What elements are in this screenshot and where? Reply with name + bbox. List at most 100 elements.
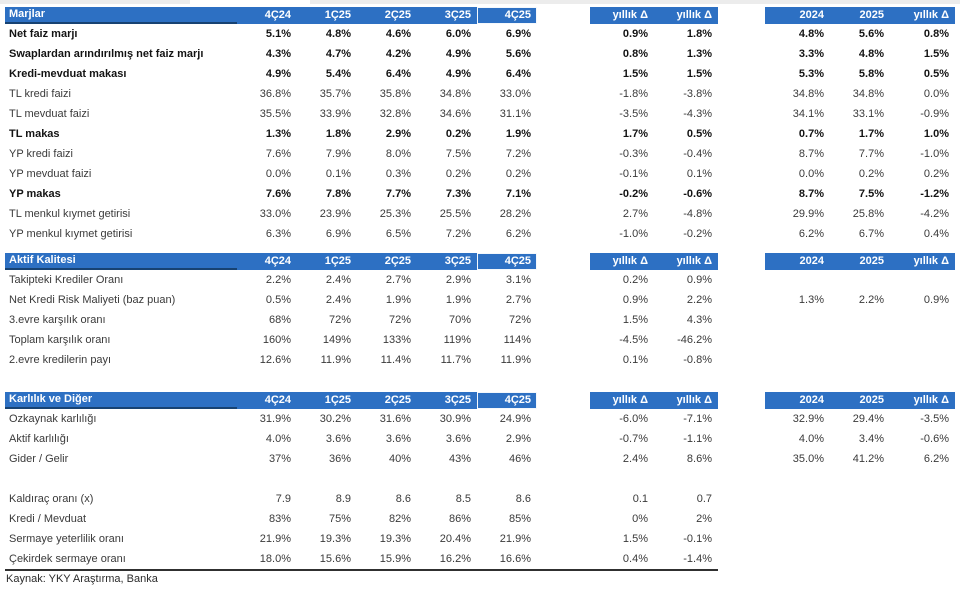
cell-year-value[interactable]: 35.0%: [792, 452, 824, 465]
cell-quarter-value[interactable]: 7.2%: [505, 147, 531, 160]
column-header-quarter[interactable]: 4Ç25: [477, 392, 537, 409]
cell-quarter-value[interactable]: 34.6%: [439, 107, 471, 120]
row-label[interactable]: Net faiz marjı: [9, 28, 78, 40]
cell-yearly-delta-value[interactable]: 0%: [632, 512, 648, 525]
column-header-quarter[interactable]: 1Ç25: [297, 392, 357, 409]
cell-yearly-delta-value[interactable]: 4.3%: [686, 313, 712, 326]
cell-year-value[interactable]: 0.9%: [923, 293, 949, 306]
cell-quarter-value[interactable]: 37%: [268, 452, 291, 465]
cell-quarter-value[interactable]: 5.6%: [505, 47, 531, 60]
cell-quarter-value[interactable]: 133%: [382, 333, 411, 346]
cell-quarter-value[interactable]: 24.9%: [499, 412, 531, 425]
cell-year-value[interactable]: 7.5%: [858, 187, 884, 200]
cell-year-value[interactable]: 4.8%: [798, 27, 824, 40]
column-header-year[interactable]: 2025: [830, 253, 890, 270]
row-label[interactable]: TL makas: [9, 128, 60, 140]
cell-quarter-value[interactable]: 1.3%: [265, 127, 291, 140]
cell-yearly-delta-value[interactable]: -4.8%: [683, 207, 712, 220]
cell-quarter-value[interactable]: 18.0%: [259, 552, 291, 565]
cell-year-value[interactable]: 32.9%: [792, 412, 824, 425]
cell-year-value[interactable]: -4.2%: [920, 207, 949, 220]
cell-year-value[interactable]: 6.7%: [858, 227, 884, 240]
cell-quarter-value[interactable]: 7.1%: [505, 187, 531, 200]
column-header-quarter[interactable]: 2Ç25: [357, 392, 417, 409]
column-header-yearly-delta[interactable]: yıllık Δ: [590, 392, 654, 409]
cell-yearly-delta-value[interactable]: -0.6%: [683, 187, 712, 200]
cell-quarter-value[interactable]: 6.9%: [325, 227, 351, 240]
cell-yearly-delta-value[interactable]: 0.5%: [686, 127, 712, 140]
cell-quarter-value[interactable]: 11.4%: [380, 353, 411, 366]
cell-quarter-value[interactable]: 5.1%: [265, 27, 291, 40]
row-label[interactable]: Kredi / Mevduat: [9, 513, 87, 525]
cell-year-value[interactable]: -0.6%: [920, 432, 949, 445]
section-title[interactable]: Karlılık ve Diğer: [5, 392, 237, 409]
cell-yearly-delta-value[interactable]: 1.3%: [686, 47, 712, 60]
cell-quarter-value[interactable]: 72%: [508, 313, 531, 326]
cell-quarter-value[interactable]: 43%: [448, 452, 471, 465]
cell-quarter-value[interactable]: 8.5: [455, 492, 471, 505]
row-label[interactable]: 2.evre kredilerin payı: [9, 354, 112, 366]
column-header-quarter[interactable]: 4Ç25: [477, 253, 537, 270]
cell-quarter-value[interactable]: 0.5%: [265, 293, 291, 306]
row-label[interactable]: YP kredi faizi: [9, 148, 73, 160]
cell-quarter-value[interactable]: 35.8%: [379, 87, 411, 100]
cell-quarter-value[interactable]: 2.9%: [385, 127, 411, 140]
column-header-yearly-delta[interactable]: yıllık Δ: [590, 7, 654, 24]
cell-year-value[interactable]: 0.4%: [923, 227, 949, 240]
cell-yearly-delta-value[interactable]: 0.9%: [622, 27, 648, 40]
cell-quarter-value[interactable]: 6.3%: [265, 227, 291, 240]
row-label[interactable]: Aktif karlılığı: [9, 433, 69, 445]
column-header-year[interactable]: yıllık Δ: [890, 253, 955, 270]
cell-year-value[interactable]: 1.7%: [858, 127, 884, 140]
cell-year-value[interactable]: 2.2%: [858, 293, 884, 306]
cell-quarter-value[interactable]: 2.4%: [325, 273, 351, 286]
row-label[interactable]: YP makas: [9, 188, 61, 200]
cell-quarter-value[interactable]: 19.3%: [379, 532, 411, 545]
row-label[interactable]: 3.evre karşılık oranı: [9, 314, 106, 326]
column-header-year[interactable]: yıllık Δ: [890, 7, 955, 24]
cell-yearly-delta-value[interactable]: 1.5%: [622, 313, 648, 326]
cell-quarter-value[interactable]: 1.9%: [445, 293, 471, 306]
cell-quarter-value[interactable]: 114%: [503, 333, 531, 346]
cell-quarter-value[interactable]: 4.0%: [265, 432, 291, 445]
cell-quarter-value[interactable]: 28.2%: [499, 207, 531, 220]
cell-yearly-delta-value[interactable]: 1.5%: [622, 532, 648, 545]
row-label[interactable]: Kaldıraç oranı (x): [9, 493, 94, 505]
cell-yearly-delta-value[interactable]: 0.2%: [622, 273, 648, 286]
cell-yearly-delta-value[interactable]: 0.9%: [622, 293, 648, 306]
cell-quarter-value[interactable]: 2.7%: [505, 293, 531, 306]
cell-quarter-value[interactable]: 31.9%: [259, 412, 291, 425]
cell-year-value[interactable]: 25.8%: [852, 207, 884, 220]
cell-yearly-delta-value[interactable]: -4.5%: [619, 333, 648, 346]
cell-quarter-value[interactable]: 6.4%: [385, 67, 411, 80]
section-title[interactable]: Aktif Kalitesi: [5, 253, 237, 270]
cell-quarter-value[interactable]: 0.2%: [445, 127, 471, 140]
cell-year-value[interactable]: 7.7%: [858, 147, 884, 160]
cell-quarter-value[interactable]: 35.5%: [259, 107, 291, 120]
cell-quarter-value[interactable]: 7.6%: [265, 147, 291, 160]
cell-quarter-value[interactable]: 6.5%: [385, 227, 411, 240]
cell-quarter-value[interactable]: 4.8%: [325, 27, 351, 40]
cell-quarter-value[interactable]: 6.0%: [445, 27, 471, 40]
cell-quarter-value[interactable]: 68%: [268, 313, 291, 326]
cell-quarter-value[interactable]: 46%: [508, 452, 531, 465]
cell-year-value[interactable]: 0.2%: [858, 167, 884, 180]
cell-quarter-value[interactable]: 4.9%: [265, 67, 291, 80]
cell-yearly-delta-value[interactable]: 0.4%: [622, 552, 648, 565]
cell-quarter-value[interactable]: 4.9%: [445, 67, 471, 80]
cell-year-value[interactable]: 5.8%: [858, 67, 884, 80]
cell-year-value[interactable]: -3.5%: [920, 412, 949, 425]
cell-quarter-value[interactable]: 72%: [328, 313, 351, 326]
cell-quarter-value[interactable]: 15.6%: [319, 552, 351, 565]
column-header-year[interactable]: 2024: [765, 392, 830, 409]
cell-yearly-delta-value[interactable]: -1.8%: [619, 87, 648, 100]
cell-year-value[interactable]: 0.0%: [923, 87, 949, 100]
cell-quarter-value[interactable]: 4.7%: [325, 47, 351, 60]
cell-yearly-delta-value[interactable]: 0.1: [632, 492, 648, 505]
row-label[interactable]: Toplam karşılık oranı: [9, 334, 111, 346]
cell-quarter-value[interactable]: 7.9: [275, 492, 291, 505]
cell-quarter-value[interactable]: 7.3%: [445, 187, 471, 200]
cell-year-value[interactable]: 0.8%: [923, 27, 949, 40]
cell-yearly-delta-value[interactable]: -7.1%: [683, 412, 712, 425]
cell-yearly-delta-value[interactable]: 2.7%: [622, 207, 648, 220]
